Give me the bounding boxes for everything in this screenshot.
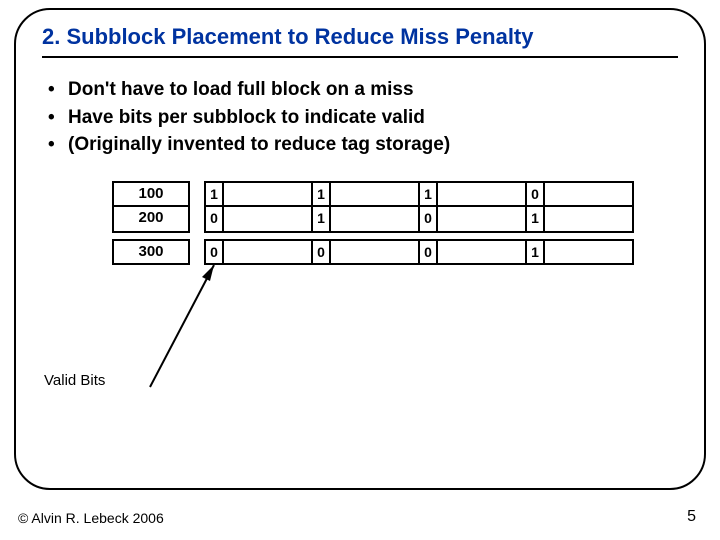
subblock: 1 [313,207,420,233]
valid-bit: 0 [527,183,545,205]
bullet-item: (Originally invented to reduce tag stora… [46,131,678,159]
subblock: 0 [527,181,634,207]
footer-copyright: © Alvin R. Lebeck 2006 [18,510,164,526]
valid-bits-label: Valid Bits [44,372,105,389]
bullet-item: Have bits per subblock to indicate valid [46,104,678,132]
subblock: 0 [313,239,420,265]
subblock: 1 [204,181,313,207]
tag-cell: 200 [112,207,190,233]
bullet-item: Don't have to load full block on a miss [46,76,678,104]
valid-bit: 1 [206,183,224,205]
tag-cell: 100 [112,181,190,207]
subblock-diagram: 100 200 300 1 1 1 0 0 1 0 1 0 0 0 1 [112,181,652,301]
slide-title: 2. Subblock Placement to Reduce Miss Pen… [42,24,678,58]
valid-bit: 1 [527,207,545,231]
valid-bit: 0 [420,207,438,231]
valid-bit: 1 [313,207,331,231]
valid-bit: 1 [527,241,545,263]
block-row: 1 1 1 0 [204,181,634,207]
slide-frame: 2. Subblock Placement to Reduce Miss Pen… [14,8,706,490]
subblock: 1 [527,207,634,233]
valid-bit: 1 [420,183,438,205]
subblock: 1 [313,181,420,207]
subblock: 0 [420,239,527,265]
valid-bit: 0 [206,207,224,231]
page-number: 5 [687,508,696,526]
valid-bit: 0 [313,241,331,263]
subblock: 1 [420,181,527,207]
subblock: 0 [420,207,527,233]
block-row: 0 1 0 1 [204,207,634,233]
tag-column: 100 200 300 [112,181,190,265]
subblock: 1 [527,239,634,265]
valid-bit: 1 [313,183,331,205]
subblock-grid: 1 1 1 0 0 1 0 1 0 0 0 1 [204,181,634,265]
block-row: 0 0 0 1 [204,239,634,265]
subblock: 0 [204,207,313,233]
arrow-icon [142,259,232,389]
bullet-list: Don't have to load full block on a miss … [42,76,678,159]
valid-bit: 0 [420,241,438,263]
